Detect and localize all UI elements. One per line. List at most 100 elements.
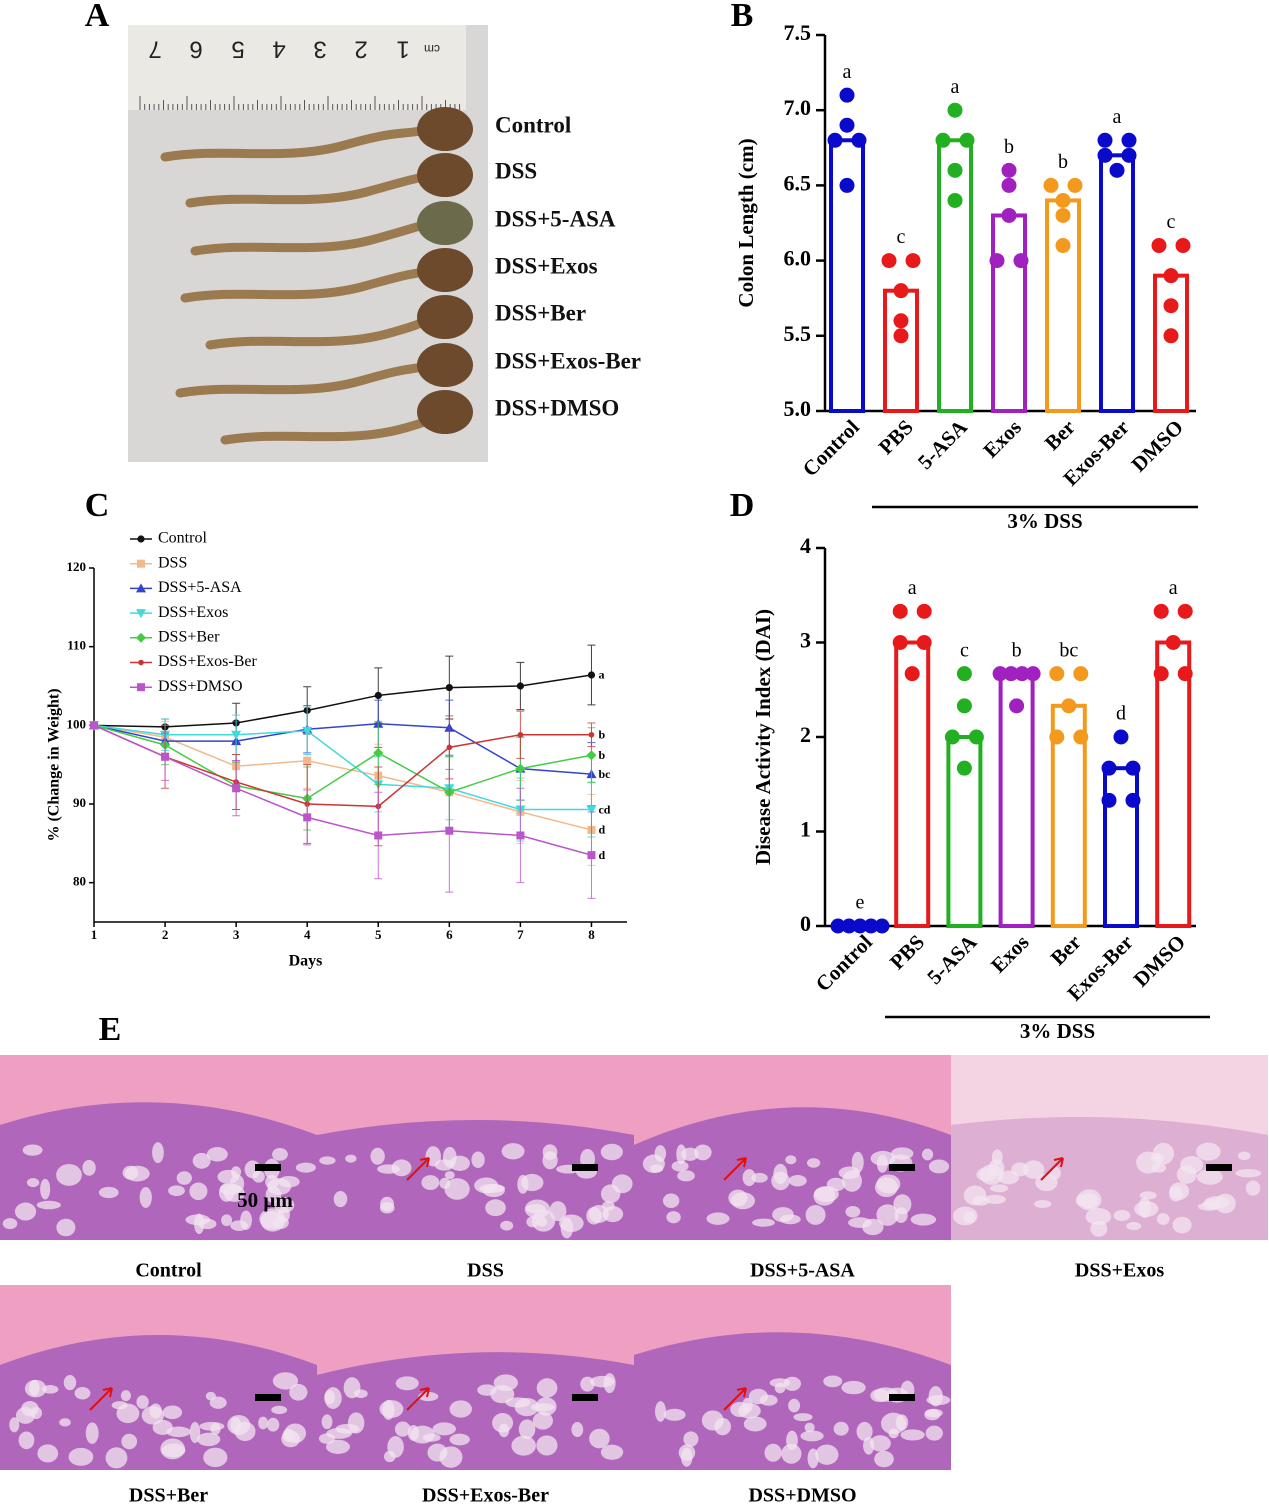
crypt: [764, 1443, 782, 1462]
crypt: [580, 1376, 595, 1392]
legend-marker: [136, 609, 146, 619]
scale-bar: [572, 1164, 598, 1171]
marker: [374, 691, 382, 700]
crypt: [82, 1159, 96, 1176]
group-label: 3% DSS: [1007, 509, 1082, 533]
crypt: [492, 1413, 514, 1433]
crypt: [22, 1144, 43, 1156]
crypt: [841, 1380, 866, 1395]
crypt: [511, 1435, 536, 1456]
crypt: [432, 1422, 456, 1436]
x-tick-label: 2: [162, 927, 169, 942]
bar: [1155, 640, 1192, 928]
data-point: [947, 162, 963, 178]
data-point: [892, 603, 908, 619]
crypt: [1113, 1210, 1131, 1221]
crypt: [149, 1403, 162, 1419]
marker: [446, 744, 453, 751]
data-point: [863, 918, 879, 934]
y-axis-label: Colon Length (cm): [734, 138, 758, 307]
crypt: [895, 1414, 909, 1431]
data-point: [1153, 603, 1169, 619]
data-point: [1055, 207, 1071, 223]
crypt: [421, 1175, 440, 1191]
y-tick-label: 90: [73, 795, 86, 810]
crypt: [752, 1218, 775, 1227]
crypt: [176, 1171, 192, 1185]
histology-image: [634, 1055, 951, 1240]
data-point: [851, 132, 867, 148]
crypt: [928, 1386, 943, 1407]
image-label: DSS+Exos: [1075, 1260, 1164, 1282]
crypt: [162, 1405, 183, 1420]
y-tick-label: 5.5: [784, 321, 812, 346]
crypt: [771, 1171, 790, 1191]
crypt: [168, 1185, 185, 1197]
data-point: [992, 666, 1008, 682]
x-tick-label: DMSO: [1126, 415, 1188, 477]
crypt: [63, 1375, 77, 1391]
crypt: [230, 1220, 248, 1231]
x-tick-label: PBS: [874, 415, 918, 459]
marker: [232, 784, 241, 793]
group-label: DSS+Ber: [495, 300, 586, 325]
panel-letter: B: [731, 0, 754, 34]
crypt: [321, 1414, 333, 1430]
mucosa: [0, 1102, 317, 1240]
crypt: [474, 1177, 499, 1194]
histology-image: [951, 1055, 1268, 1240]
x-tick-label: 1: [91, 927, 98, 942]
marker: [586, 805, 597, 815]
bar: [1153, 273, 1189, 414]
data-point: [839, 87, 855, 103]
data-point: [852, 918, 868, 934]
crypt: [1172, 1216, 1192, 1234]
cecum: [417, 390, 473, 434]
data-point: [1175, 238, 1191, 254]
marker: [515, 763, 526, 774]
crypt: [1126, 1221, 1142, 1231]
crypt: [874, 1177, 898, 1198]
arrow: [406, 1157, 430, 1181]
crypt: [427, 1443, 448, 1462]
panel-letter: D: [730, 487, 755, 524]
crypt: [603, 1373, 616, 1394]
legend-marker: [137, 535, 145, 543]
x-tick-label: DMSO: [1129, 930, 1191, 992]
series-line: [93, 724, 592, 811]
crypt: [490, 1385, 515, 1404]
crypt: [318, 1433, 336, 1444]
data-point: [1043, 177, 1059, 193]
crypt: [136, 1395, 149, 1409]
data-point: [956, 760, 972, 776]
data-point: [916, 603, 932, 619]
crypt: [542, 1151, 558, 1170]
cecum: [417, 248, 473, 292]
group-label: 3% DSS: [1020, 1019, 1095, 1043]
crypt: [571, 1422, 584, 1438]
crypt: [600, 1143, 623, 1161]
crypt: [823, 1375, 843, 1388]
significance-letter: c: [960, 639, 969, 661]
crypt: [1214, 1193, 1236, 1214]
data-point: [1061, 698, 1077, 714]
arrow: [406, 1387, 430, 1411]
data-point: [959, 132, 975, 148]
crypt: [874, 1450, 894, 1468]
scale-bar: [255, 1394, 281, 1401]
data-point: [841, 918, 857, 934]
marker: [373, 747, 384, 758]
crypt: [333, 1190, 348, 1208]
crypt: [988, 1159, 1005, 1177]
marker: [587, 671, 596, 679]
crypt: [272, 1147, 288, 1161]
histology-image: [634, 1285, 951, 1470]
colon: [175, 358, 445, 398]
crypt: [869, 1435, 891, 1452]
crypt: [990, 1184, 1009, 1193]
crypt: [68, 1447, 94, 1466]
crypt: [105, 1447, 128, 1469]
crypt: [804, 1422, 815, 1433]
legend-label: DSS: [158, 554, 187, 571]
crypt: [449, 1433, 470, 1446]
